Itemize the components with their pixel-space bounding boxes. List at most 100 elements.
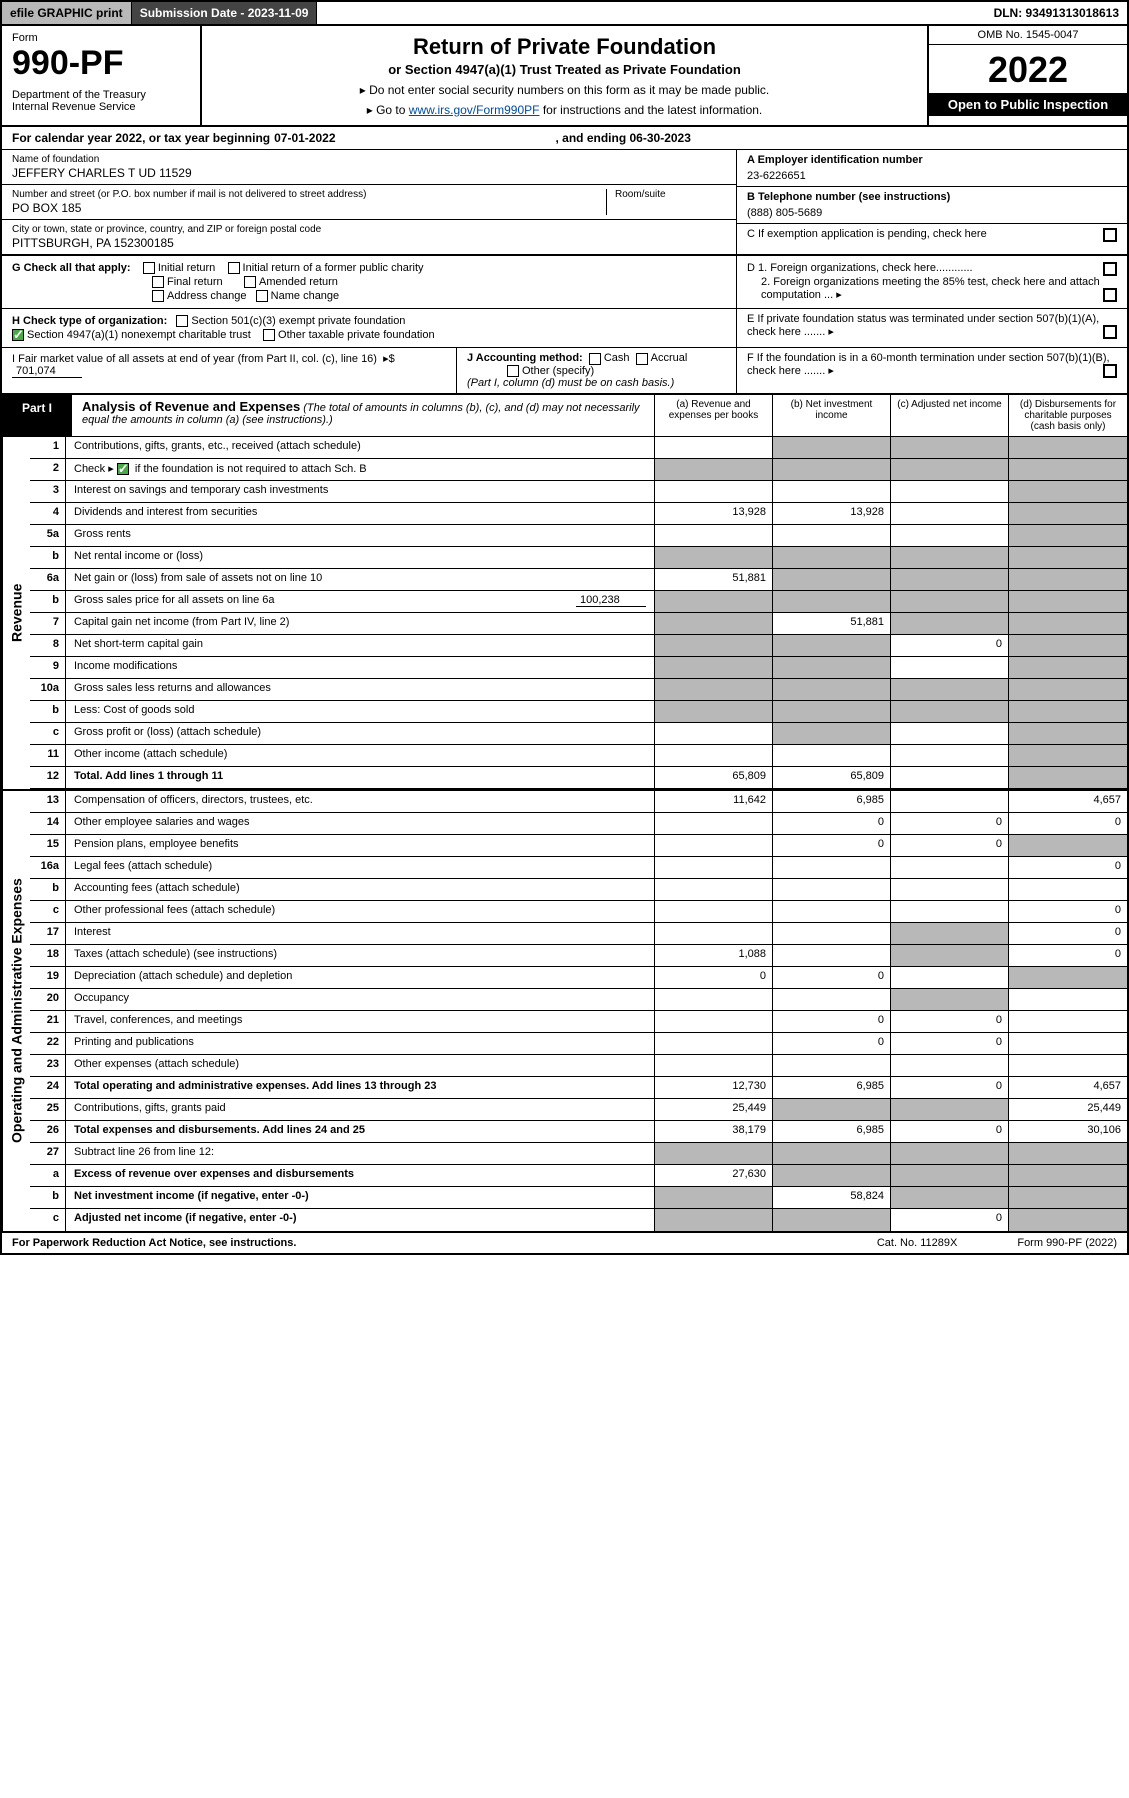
row-21: Travel, conferences, and meetings	[66, 1011, 655, 1032]
revenue-sidelabel: Revenue	[2, 437, 30, 789]
row-10b: Less: Cost of goods sold	[66, 701, 655, 722]
d1-checkbox[interactable]	[1103, 262, 1117, 276]
calendar-mid: , and ending	[556, 131, 630, 145]
row-26: Total expenses and disbursements. Add li…	[66, 1121, 655, 1142]
h-label: H Check type of organization:	[12, 315, 167, 327]
row-27b: Net investment income (if negative, ente…	[66, 1187, 655, 1208]
j-label: J Accounting method:	[467, 352, 583, 364]
e-label: E If private foundation status was termi…	[747, 313, 1099, 338]
year-begin: 07-01-2022	[274, 131, 335, 145]
row-20: Occupancy	[66, 989, 655, 1010]
city-value: PITTSBURGH, PA 152300185	[12, 236, 726, 250]
phone-value: (888) 805-5689	[747, 207, 1117, 219]
part1-badge: Part I	[2, 395, 72, 436]
row-5b: Net rental income or (loss)	[66, 547, 655, 568]
city-label: City or town, state or province, country…	[12, 224, 726, 235]
col-a-header: (a) Revenue and expenses per books	[655, 395, 773, 436]
calendar-pre: For calendar year 2022, or tax year begi…	[12, 131, 270, 145]
year-end: 06-30-2023	[630, 131, 691, 145]
cb-final[interactable]	[152, 276, 164, 288]
irs-link[interactable]: www.irs.gov/Form990PF	[409, 103, 540, 117]
cb-other-taxable[interactable]	[263, 329, 275, 341]
cb-4947-checked[interactable]	[12, 329, 24, 341]
col-b-header: (b) Net investment income	[773, 395, 891, 436]
tax-year: 2022	[929, 45, 1127, 93]
cb-sch-b[interactable]	[117, 463, 129, 475]
omb-number: OMB No. 1545-0047	[929, 26, 1127, 45]
i-label: I Fair market value of all assets at end…	[12, 353, 377, 365]
cb-accrual[interactable]	[636, 353, 648, 365]
cb-initial-former[interactable]	[228, 262, 240, 274]
instruction-2: ▸ Go to www.irs.gov/Form990PF for instru…	[222, 103, 907, 117]
cb-addr-change[interactable]	[152, 290, 164, 302]
row-10c: Gross profit or (loss) (attach schedule)	[66, 723, 655, 744]
cb-initial[interactable]	[143, 262, 155, 274]
d2-label: 2. Foreign organizations meeting the 85%…	[761, 276, 1100, 301]
row-2: Check ▸ if the foundation is not require…	[66, 459, 655, 480]
cb-amended[interactable]	[244, 276, 256, 288]
row-10a: Gross sales less returns and allowances	[66, 679, 655, 700]
part1-title: Analysis of Revenue and Expenses	[82, 399, 300, 414]
instruction-1: ▸ Do not enter social security numbers o…	[222, 83, 907, 97]
row-18: Taxes (attach schedule) (see instruction…	[66, 945, 655, 966]
e-checkbox[interactable]	[1103, 325, 1117, 339]
row-12: Total. Add lines 1 through 11	[66, 767, 655, 788]
opex-sidelabel: Operating and Administrative Expenses	[2, 791, 30, 1231]
row-6b: Gross sales price for all assets on line…	[66, 591, 655, 612]
dln-label: DLN: 93491313018613	[986, 2, 1127, 24]
f-label: F If the foundation is in a 60-month ter…	[747, 352, 1110, 377]
row-7: Capital gain net income (from Part IV, l…	[66, 613, 655, 634]
cb-other[interactable]	[507, 365, 519, 377]
j-note: (Part I, column (d) must be on cash basi…	[467, 377, 726, 389]
row-1: Contributions, gifts, grants, etc., rece…	[66, 437, 655, 458]
row-8: Net short-term capital gain	[66, 635, 655, 656]
form-number: 990-PF	[12, 44, 190, 83]
d2-checkbox[interactable]	[1103, 288, 1117, 302]
cb-cash[interactable]	[589, 353, 601, 365]
col-d-header: (d) Disbursements for charitable purpose…	[1009, 395, 1127, 436]
row-11: Other income (attach schedule)	[66, 745, 655, 766]
row-17: Interest	[66, 923, 655, 944]
row-27a: Excess of revenue over expenses and disb…	[66, 1165, 655, 1186]
ein-value: 23-6226651	[747, 170, 1117, 182]
row-27: Subtract line 26 from line 12:	[66, 1143, 655, 1164]
efile-label: efile GRAPHIC print	[2, 2, 132, 24]
foundation-name: JEFFERY CHARLES T UD 11529	[12, 166, 726, 180]
row-4: Dividends and interest from securities	[66, 503, 655, 524]
row-16b: Accounting fees (attach schedule)	[66, 879, 655, 900]
g-label: G Check all that apply:	[12, 262, 131, 274]
cb-name-change[interactable]	[256, 290, 268, 302]
room-label: Room/suite	[615, 189, 726, 200]
row-6a: Net gain or (loss) from sale of assets n…	[66, 569, 655, 590]
c-label: C If exemption application is pending, c…	[747, 228, 987, 240]
row-9: Income modifications	[66, 657, 655, 678]
d1-label: D 1. Foreign organizations, check here..…	[747, 262, 973, 274]
open-public-badge: Open to Public Inspection	[929, 93, 1127, 116]
row-15: Pension plans, employee benefits	[66, 835, 655, 856]
row-16c: Other professional fees (attach schedule…	[66, 901, 655, 922]
i-value: 701,074	[12, 365, 82, 378]
row-14: Other employee salaries and wages	[66, 813, 655, 834]
row-5a: Gross rents	[66, 525, 655, 546]
row-23: Other expenses (attach schedule)	[66, 1055, 655, 1076]
c-checkbox[interactable]	[1103, 228, 1117, 242]
addr-label: Number and street (or P.O. box number if…	[12, 189, 606, 200]
form-word: Form	[12, 32, 190, 44]
name-label: Name of foundation	[12, 154, 726, 165]
row-13: Compensation of officers, directors, tru…	[66, 791, 655, 812]
row-16a: Legal fees (attach schedule)	[66, 857, 655, 878]
page-title: Return of Private Foundation	[222, 34, 907, 60]
addr-value: PO BOX 185	[12, 201, 606, 215]
f-checkbox[interactable]	[1103, 364, 1117, 378]
dept-label: Department of the Treasury Internal Reve…	[12, 89, 190, 113]
cb-501c3[interactable]	[176, 315, 188, 327]
i-prefix: ▸$	[383, 353, 395, 365]
row-27c: Adjusted net income (if negative, enter …	[66, 1209, 655, 1231]
row-25: Contributions, gifts, grants paid	[66, 1099, 655, 1120]
col-c-header: (c) Adjusted net income	[891, 395, 1009, 436]
phone-label: B Telephone number (see instructions)	[747, 191, 1117, 203]
row-22: Printing and publications	[66, 1033, 655, 1054]
row-24: Total operating and administrative expen…	[66, 1077, 655, 1098]
footer-left: For Paperwork Reduction Act Notice, see …	[12, 1237, 296, 1249]
row-19: Depreciation (attach schedule) and deple…	[66, 967, 655, 988]
